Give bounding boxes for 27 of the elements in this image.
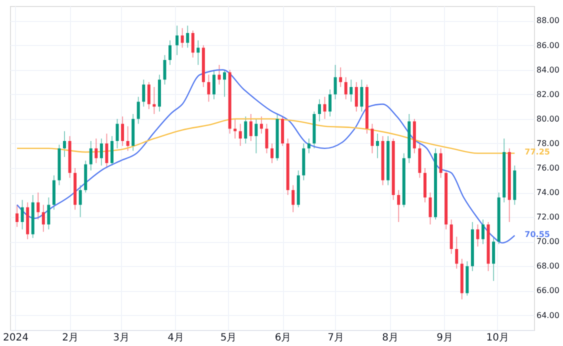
y-tick-label: 64.00 [536, 310, 560, 320]
line-series [16, 69, 516, 244]
y-tick-label: 82.00 [536, 90, 560, 99]
x-tick-label: 9月 [436, 332, 454, 344]
y-tick-label: 76.00 [536, 164, 560, 172]
x-tick-label: 8月 [382, 332, 398, 344]
x-tick-label: 4月 [168, 332, 184, 344]
y-tick-label: 80.00 [536, 114, 560, 124]
x-tick-label: 2024 [3, 332, 28, 344]
x-tick-label: 7月 [328, 332, 344, 344]
x-tick-label: 2月 [62, 332, 78, 344]
y-tick-label: 86.00 [536, 40, 560, 50]
x-tick-label: 6月 [274, 332, 292, 344]
annotation: 77.25 [524, 148, 550, 157]
x-tick-label: 5月 [220, 332, 237, 344]
line-series [16, 118, 516, 154]
y-tick-label: 66.00 [536, 286, 560, 296]
y-tick-label: 84.00 [536, 65, 560, 74]
y-tick-label: 70.00 [536, 237, 560, 246]
x-tick-label: 10月 [486, 332, 509, 344]
y-tick-label: 68.00 [536, 262, 560, 271]
x-tick-label: 3月 [113, 332, 130, 344]
y-tick-label: 88.00 [536, 16, 560, 26]
y-tick-label: 72.00 [536, 212, 560, 222]
annotation: 70.55 [524, 230, 550, 239]
y-tick-label: 78.00 [536, 138, 560, 148]
y-tick-label: 74.00 [536, 188, 560, 198]
